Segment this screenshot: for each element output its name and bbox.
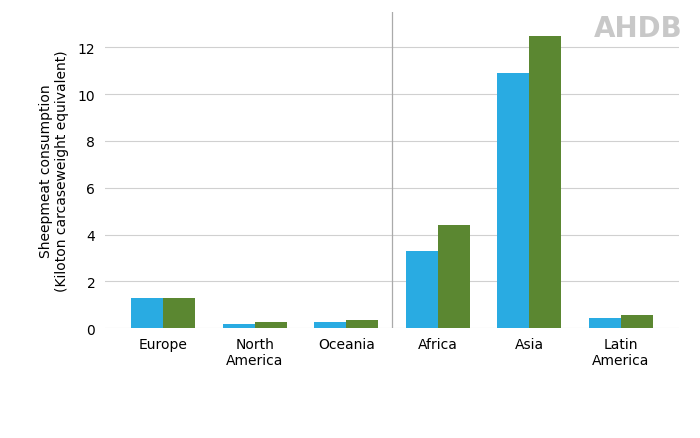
Y-axis label: Sheepmeat consumption
(Kiloton carcaseweight equivalent): Sheepmeat consumption (Kiloton carcasewe… xyxy=(39,50,69,291)
Bar xyxy=(621,316,653,328)
Bar xyxy=(131,298,163,328)
Bar xyxy=(497,74,529,328)
Bar xyxy=(406,251,438,328)
Bar xyxy=(346,320,378,328)
Bar xyxy=(589,318,621,328)
Text: AHDB: AHDB xyxy=(594,15,682,43)
Bar xyxy=(163,298,195,328)
Bar xyxy=(314,323,346,328)
Bar xyxy=(255,323,287,328)
Bar xyxy=(223,324,255,328)
Bar xyxy=(438,226,470,328)
Bar xyxy=(529,36,561,328)
